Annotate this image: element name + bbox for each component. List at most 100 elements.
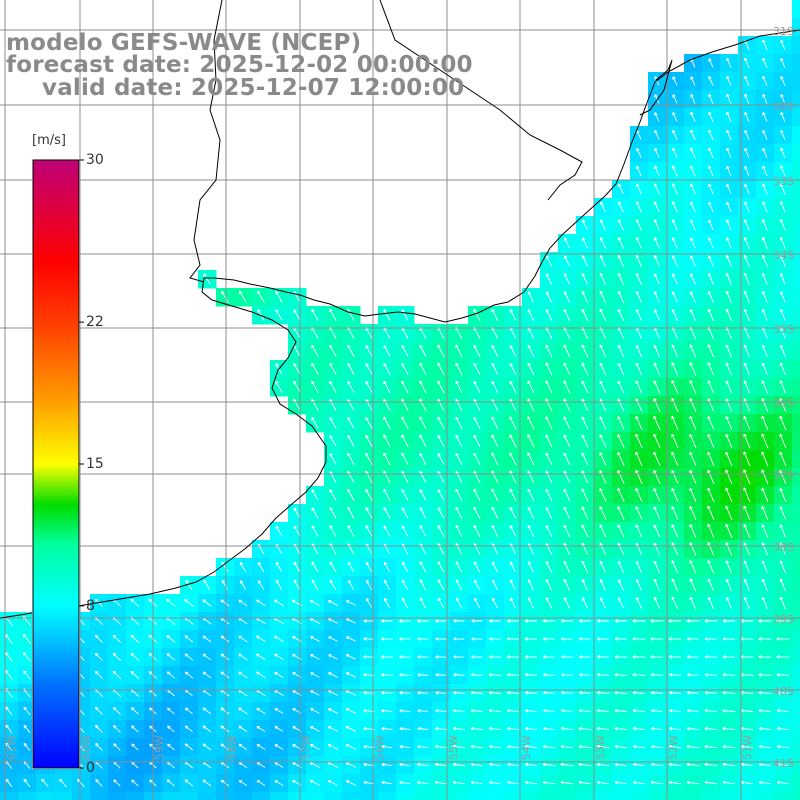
wind-arrow	[707, 416, 715, 430]
wind-cell	[486, 792, 505, 800]
wind-arrow	[687, 673, 699, 677]
wind-arrow	[509, 579, 516, 591]
wind-arrow	[599, 308, 607, 322]
wind-arrow	[707, 344, 715, 358]
wind-arrow	[184, 635, 194, 643]
wind-arrow	[708, 58, 714, 68]
wind-arrow	[202, 743, 212, 751]
wind-arrow	[563, 560, 571, 574]
wind-arrow	[95, 724, 103, 733]
wind-arrow	[130, 634, 140, 644]
wind-arrow	[725, 560, 733, 574]
wind-arrow	[94, 670, 103, 680]
wind-cell	[792, 90, 800, 109]
wind-arrow	[184, 653, 194, 661]
wind-arrow	[671, 542, 679, 556]
wind-arrow	[329, 417, 337, 429]
wind-arrow	[635, 597, 642, 609]
wind-arrow	[743, 237, 750, 249]
wind-arrow	[635, 273, 642, 285]
wind-arrow	[596, 672, 609, 677]
wind-arrow	[689, 523, 697, 538]
wind-cell	[522, 792, 541, 800]
wind-arrow	[689, 505, 697, 520]
wind-cell	[684, 792, 703, 800]
wind-arrow	[23, 670, 31, 680]
wind-arrow	[743, 578, 750, 591]
wind-arrow	[416, 780, 429, 785]
wind-arrow	[419, 380, 427, 394]
wind-arrow	[437, 416, 445, 430]
wind-arrow	[672, 147, 678, 159]
wind-arrow	[401, 344, 409, 357]
wind-arrow	[689, 451, 697, 466]
wind-arrow	[744, 111, 750, 122]
wind-arrow	[274, 726, 284, 732]
wind-arrow	[545, 416, 553, 430]
wind-arrow	[581, 597, 588, 609]
wind-arrow	[780, 39, 786, 51]
longitude-label: 58W	[226, 735, 239, 760]
wind-arrow	[310, 726, 320, 732]
wind-arrow	[560, 744, 574, 749]
wind-arrow	[726, 201, 732, 213]
wind-arrow	[653, 183, 660, 195]
wind-arrow	[347, 417, 355, 429]
wind-arrow	[762, 75, 768, 86]
wind-arrow	[563, 398, 571, 412]
wind-arrow	[614, 726, 628, 731]
wind-arrow	[779, 362, 786, 376]
longitude-label: 61W	[5, 735, 18, 760]
wind-arrow	[581, 434, 589, 448]
wind-arrow	[689, 469, 697, 484]
wind-arrow	[744, 93, 750, 105]
wind-arrow	[635, 487, 643, 502]
wind-arrow	[257, 290, 265, 304]
wind-arrow	[455, 597, 462, 609]
wind-arrow	[202, 635, 212, 643]
wind-arrow	[434, 762, 447, 767]
wind-arrow	[599, 488, 607, 502]
wind-arrow	[545, 291, 552, 303]
wind-arrow	[650, 672, 664, 677]
wind-arrow	[166, 653, 176, 661]
latitude-label: 40S	[773, 685, 794, 698]
wind-arrow	[293, 579, 301, 591]
wind-arrow	[527, 525, 535, 537]
wind-arrow	[41, 778, 49, 788]
wind-arrow	[690, 94, 696, 104]
wind-arrow	[383, 434, 391, 448]
wind-arrow	[347, 362, 355, 375]
wind-arrow	[780, 93, 786, 104]
wind-arrow	[581, 219, 588, 231]
wind-arrow	[5, 651, 13, 662]
wind-arrow	[599, 597, 606, 609]
wind-arrow	[347, 488, 355, 501]
wind-arrow	[563, 308, 571, 321]
wind-arrow	[399, 744, 411, 749]
wind-arrow	[563, 344, 571, 358]
wind-arrow	[743, 505, 751, 521]
wind-arrow	[401, 434, 409, 448]
wind-arrow	[293, 561, 301, 573]
wind-arrow	[471, 619, 483, 623]
wind-arrow	[581, 470, 589, 484]
wind-cell	[612, 792, 631, 800]
wind-arrow	[437, 579, 445, 591]
wind-arrow	[780, 111, 786, 122]
wind-arrow	[671, 201, 678, 213]
wind-arrow	[725, 597, 732, 609]
wind-arrow	[310, 672, 320, 678]
wind-arrow	[256, 707, 266, 715]
wind-arrow	[636, 183, 642, 195]
wind-arrow	[112, 707, 121, 715]
wind-arrow	[112, 670, 122, 680]
wind-arrow	[744, 75, 750, 87]
wind-arrow	[563, 273, 570, 285]
wind-arrow	[762, 183, 768, 195]
wind-arrow	[653, 560, 661, 574]
wind-arrow	[203, 273, 211, 285]
wind-cell	[792, 576, 800, 595]
wind-arrow	[563, 291, 571, 303]
wind-arrow	[707, 362, 715, 376]
